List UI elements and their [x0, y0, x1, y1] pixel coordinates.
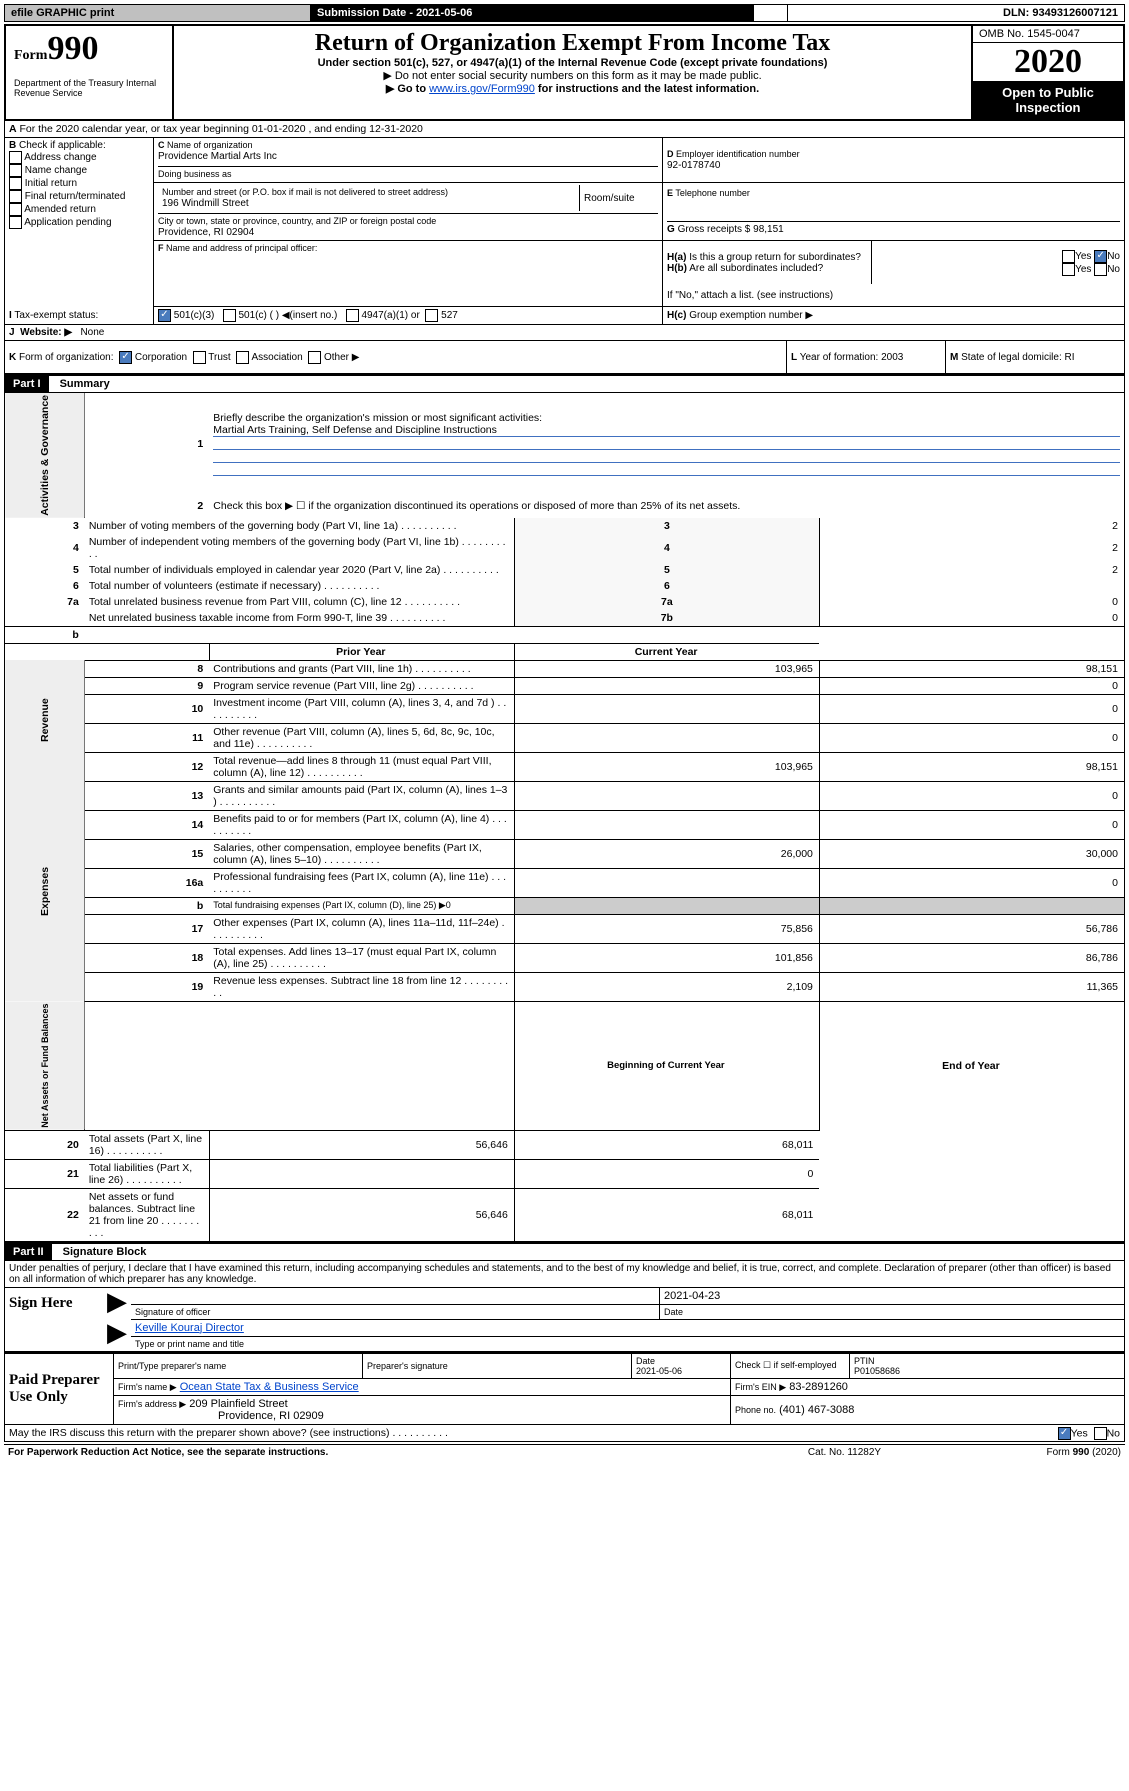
table-row: 20Total assets (Part X, line 16)56,64668…: [5, 1130, 1125, 1159]
form-header: Form990 Department of the Treasury Inter…: [4, 24, 1125, 121]
org-name: Providence Martial Arts Inc: [158, 151, 277, 162]
vert-net: Net Assets or Fund Balances: [5, 1001, 85, 1130]
dept-treasury: Department of the Treasury Internal Reve…: [14, 78, 164, 98]
ptin: P01058686: [854, 1366, 900, 1376]
table-row: 3Number of voting members of the governi…: [5, 518, 1125, 534]
chk-amended[interactable]: Amended return: [9, 203, 149, 216]
efile-button[interactable]: efile GRAPHIC print: [5, 5, 311, 22]
street-address: 196 Windmill Street: [162, 198, 249, 209]
form-ref: Form 990 (2020): [937, 1444, 1125, 1460]
chk-501c3[interactable]: ✓: [158, 309, 171, 322]
officer-name[interactable]: Keville Kouraj Director: [135, 1322, 244, 1334]
table-row: 17Other expenses (Part IX, column (A), l…: [5, 914, 1125, 943]
part1-header: Part I Summary: [4, 374, 1125, 393]
form-title: Return of Organization Exempt From Incom…: [182, 30, 963, 57]
notice-ssn: ▶ Do not enter social security numbers o…: [182, 69, 963, 82]
table-row: 18Total expenses. Add lines 13–17 (must …: [5, 943, 1125, 972]
chk-name-change[interactable]: Name change: [9, 164, 149, 177]
chk-assoc[interactable]: [236, 351, 249, 364]
chk-hb-yes[interactable]: [1062, 263, 1075, 276]
open-public: Open to Public Inspection: [973, 81, 1123, 119]
chk-initial-return[interactable]: Initial return: [9, 177, 149, 190]
city-state-zip: Providence, RI 02904: [158, 227, 254, 238]
chk-final-return[interactable]: Final return/terminated: [9, 190, 149, 203]
table-row: 15Salaries, other compensation, employee…: [5, 839, 1125, 868]
irs-link[interactable]: www.irs.gov/Form990: [429, 83, 535, 95]
chk-ha-no[interactable]: ✓: [1094, 250, 1107, 263]
table-row: 12Total revenue—add lines 8 through 11 (…: [5, 752, 1125, 781]
chk-other[interactable]: [308, 351, 321, 364]
prep-date: 2021-05-06: [636, 1366, 682, 1376]
firm-addr: 209 Plainfield Street: [189, 1398, 287, 1410]
vert-activities: Activities & Governance: [5, 393, 85, 518]
perjury-statement: Under penalties of perjury, I declare th…: [4, 1261, 1125, 1288]
submission-date: Submission Date - 2021-05-06: [311, 5, 754, 22]
table-row: bTotal fundraising expenses (Part IX, co…: [5, 897, 1125, 914]
table-row: 19Revenue less expenses. Subtract line 1…: [5, 972, 1125, 1001]
table-row: 11Other revenue (Part VIII, column (A), …: [5, 723, 1125, 752]
mission: Martial Arts Training, Self Defense and …: [213, 424, 1120, 437]
topbar: efile GRAPHIC print Submission Date - 20…: [4, 4, 1125, 22]
table-row: 22Net assets or fund balances. Subtract …: [5, 1188, 1125, 1241]
part1-body: Activities & Governance 1 Briefly descri…: [4, 393, 1125, 1242]
discuss-preparer: May the IRS discuss this return with the…: [4, 1425, 1125, 1442]
vert-expenses: Expenses: [5, 781, 85, 1001]
chk-address-change[interactable]: Address change: [9, 151, 149, 164]
chk-ha-yes[interactable]: [1062, 250, 1075, 263]
section-b-h: B Check if applicable: Address change Na…: [4, 138, 1125, 341]
firm-name[interactable]: Ocean State Tax & Business Service: [180, 1381, 359, 1393]
table-row: 7aTotal unrelated business revenue from …: [5, 594, 1125, 610]
table-row: 21Total liabilities (Part X, line 26)0: [5, 1159, 1125, 1188]
table-row: 10Investment income (Part VIII, column (…: [5, 694, 1125, 723]
ein: 92-0178740: [667, 160, 720, 171]
year-formation: 2003: [881, 352, 903, 363]
part2-header: Part II Signature Block: [4, 1242, 1125, 1261]
notice-link: ▶ Go to www.irs.gov/Form990 for instruct…: [182, 82, 963, 95]
firm-ein: 83-2891260: [789, 1381, 848, 1393]
line-a: A For the 2020 calendar year, or tax yea…: [4, 121, 1125, 138]
chk-discuss-no[interactable]: [1094, 1427, 1107, 1440]
website: None: [80, 327, 104, 338]
gross-receipts: 98,151: [753, 224, 784, 235]
chk-501c[interactable]: [223, 309, 236, 322]
chk-trust[interactable]: [193, 351, 206, 364]
omb: OMB No. 1545-0047: [973, 26, 1123, 43]
sign-here-block: Sign Here ▶ 2021-04-23 Signature of offi…: [4, 1288, 1125, 1352]
tax-year: 2020: [973, 43, 1123, 81]
table-row: 9Program service revenue (Part VIII, lin…: [5, 677, 1125, 694]
table-row: 16aProfessional fundraising fees (Part I…: [5, 868, 1125, 897]
chk-527[interactable]: [425, 309, 438, 322]
table-row: Expenses13Grants and similar amounts pai…: [5, 781, 1125, 810]
table-row: 14Benefits paid to or for members (Part …: [5, 810, 1125, 839]
chk-corp[interactable]: ✓: [119, 351, 132, 364]
dln: DLN: 93493126007121: [788, 5, 1125, 22]
sig-date: 2021-04-23: [660, 1288, 1125, 1305]
section-klm: K Form of organization: ✓ Corporation Tr…: [4, 341, 1125, 374]
chk-hb-no[interactable]: [1094, 263, 1107, 276]
table-row: 5Total number of individuals employed in…: [5, 562, 1125, 578]
table-row: Net unrelated business taxable income fr…: [5, 610, 1125, 627]
vert-revenue: Revenue: [5, 660, 85, 781]
footer: For Paperwork Reduction Act Notice, see …: [4, 1444, 1125, 1460]
paid-preparer-block: Paid Preparer Use Only Print/Type prepar…: [4, 1352, 1125, 1425]
chk-discuss-yes[interactable]: ✓: [1058, 1427, 1071, 1440]
table-row: 6Total number of volunteers (estimate if…: [5, 578, 1125, 594]
chk-app-pending[interactable]: Application pending: [9, 216, 149, 229]
state-domicile: RI: [1065, 352, 1075, 363]
firm-phone: (401) 467-3088: [779, 1404, 854, 1416]
form-subtitle: Under section 501(c), 527, or 4947(a)(1)…: [182, 57, 963, 69]
chk-4947[interactable]: [346, 309, 359, 322]
table-row: 4Number of independent voting members of…: [5, 534, 1125, 562]
form-number: Form990: [14, 30, 164, 68]
table-row: Revenue8Contributions and grants (Part V…: [5, 660, 1125, 677]
